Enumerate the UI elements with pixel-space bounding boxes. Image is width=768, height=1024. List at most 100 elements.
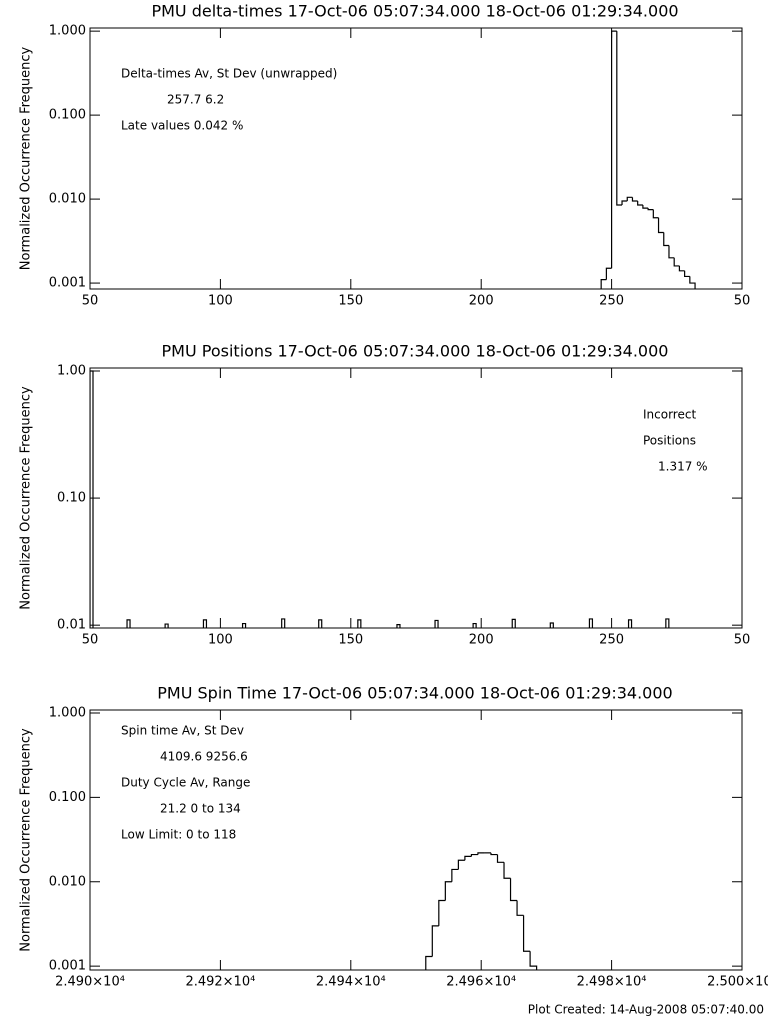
y-axis-label: Normalized Occurrence Frequency (19, 46, 34, 270)
histogram-bin (611, 30, 617, 269)
histogram-bin (642, 205, 649, 209)
panel: PMU Positions 17-Oct-06 05:07:34.000 18-… (19, 342, 751, 648)
histogram-bin (464, 855, 472, 861)
y-tick-label: 0.100 (49, 790, 86, 805)
histogram-bin (637, 200, 643, 206)
histogram-bin (470, 853, 478, 857)
y-tick-label: 1.00 (57, 364, 86, 379)
panel: PMU Spin Time 17-Oct-06 05:07:34.000 18-… (19, 684, 768, 990)
bar (588, 618, 594, 628)
histogram-bin (431, 925, 439, 957)
histogram-bin (529, 951, 538, 970)
annotation: Late values 0.042 % (121, 119, 243, 133)
chart-title: PMU Positions 17-Oct-06 05:07:34.000 18-… (162, 342, 669, 361)
histogram-bin (663, 232, 669, 247)
histogram-bin (689, 276, 696, 289)
histogram-bin (616, 31, 623, 206)
x-tick-label: 50 (734, 294, 751, 309)
x-tick-label: 2.500×10⁴ (707, 975, 768, 990)
x-tick-label: 250 (599, 633, 624, 648)
histogram-bin (490, 852, 498, 856)
x-tick-label: 100 (208, 633, 233, 648)
x-tick-label: 50 (82, 633, 99, 648)
x-tick-label: 50 (734, 633, 751, 648)
histogram-bin (657, 217, 664, 234)
histogram-bin (600, 278, 607, 289)
y-axis-label: Normalized Occurrence Frequency (19, 386, 34, 610)
histogram-bin (652, 209, 659, 219)
bar (396, 624, 401, 628)
plot-frame (89, 27, 743, 290)
y-tick-label: 0.01 (57, 618, 86, 633)
marks (90, 370, 670, 628)
histogram-bin (496, 854, 505, 863)
footer: Plot Created: 14-Aug-2008 05:07:40.00 (528, 1003, 764, 1017)
annotation: Spin time Av, St Dev (121, 724, 244, 738)
histogram-bin (605, 267, 612, 280)
bar (241, 622, 247, 628)
marks (425, 852, 538, 970)
bar (164, 623, 169, 628)
x-tick-label: 2.498×10⁴ (577, 975, 647, 990)
histogram-bin (647, 208, 654, 211)
bar (434, 619, 439, 628)
y-axis-label: Normalized Occurrence Frequency (19, 728, 34, 952)
histogram-bin (509, 878, 518, 902)
x-tick-label: 50 (82, 294, 99, 309)
annotation: Incorrect (643, 408, 696, 422)
histogram-bin (457, 859, 465, 870)
bar (318, 619, 323, 628)
x-tick-label: 200 (469, 294, 494, 309)
y-tick-label: 0.100 (49, 108, 86, 123)
histogram-bin (673, 257, 680, 267)
bar (281, 618, 286, 628)
x-tick-label: 2.490×10⁴ (55, 975, 125, 990)
histogram-bin (631, 197, 638, 202)
x-tick-label: 200 (469, 633, 494, 648)
histogram-bin (668, 245, 675, 259)
histogram-bin (477, 852, 485, 855)
histogram-bin (684, 270, 690, 278)
annotation: 257.7 6.2 (167, 93, 224, 107)
y-tick-label: 0.010 (49, 192, 86, 207)
histogram-bin (444, 881, 452, 901)
x-tick-label: 150 (338, 633, 363, 648)
histogram-bin (516, 900, 524, 916)
histogram-bin (678, 265, 685, 272)
histogram-bin (621, 200, 628, 206)
bar (549, 622, 554, 628)
chart-title: PMU delta-times 17-Oct-06 05:07:34.000 1… (151, 2, 678, 21)
bar (627, 619, 633, 628)
bar (90, 370, 94, 628)
bar (126, 619, 131, 628)
annotation: Positions (643, 434, 696, 448)
bar (511, 618, 516, 628)
marks (600, 30, 696, 289)
chart-title: PMU Spin Time 17-Oct-06 05:07:34.000 18-… (157, 684, 672, 703)
annotation: Delta-times Av, St Dev (unwrapped) (121, 67, 337, 81)
histogram-bin (503, 862, 511, 879)
x-tick-label: 250 (599, 294, 624, 309)
histogram-bin (522, 915, 531, 952)
x-tick-label: 2.494×10⁴ (316, 975, 386, 990)
bar (357, 619, 362, 628)
y-tick-label: 0.001 (49, 276, 86, 291)
panel: PMU delta-times 17-Oct-06 05:07:34.000 1… (19, 2, 751, 309)
annotation: 21.2 0 to 134 (160, 802, 241, 816)
bar (472, 622, 477, 628)
y-tick-label: 1.000 (49, 24, 86, 39)
y-tick-label: 1.000 (49, 705, 86, 720)
annotation: Low Limit: 0 to 118 (121, 828, 236, 842)
histogram-bin (438, 899, 446, 926)
x-tick-label: 150 (338, 294, 363, 309)
annotation: 4109.6 9256.6 (160, 750, 248, 764)
y-tick-label: 0.10 (57, 491, 86, 506)
histogram-bin (425, 955, 433, 970)
annotation: 1.317 % (658, 460, 708, 474)
histogram-bin (626, 196, 633, 201)
histogram-bin (451, 868, 459, 882)
x-tick-label: 2.492×10⁴ (185, 975, 255, 990)
y-tick-label: 0.010 (49, 874, 86, 889)
x-tick-label: 100 (208, 294, 233, 309)
